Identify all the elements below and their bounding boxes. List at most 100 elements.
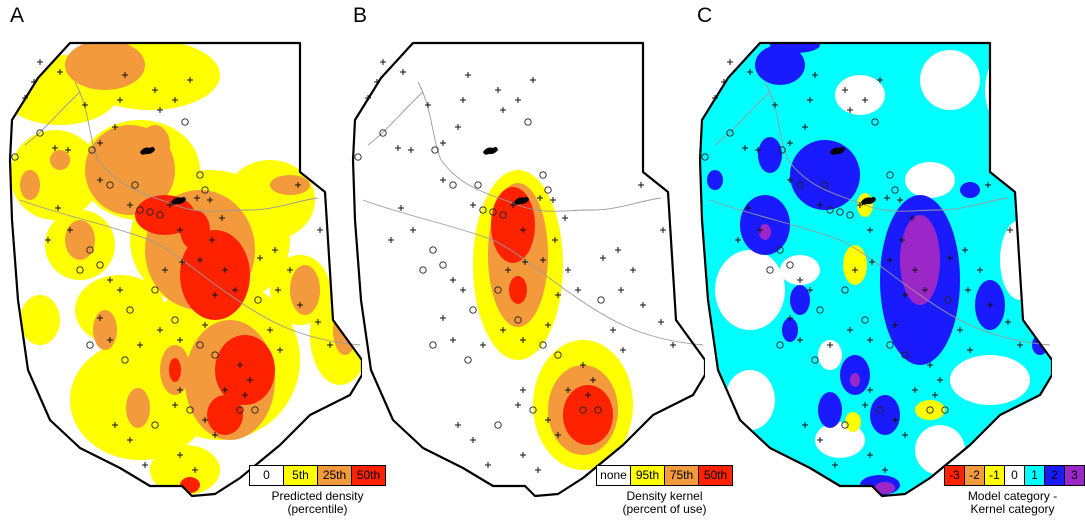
sample-cross-marker — [735, 237, 741, 243]
sample-cross-marker — [807, 97, 813, 103]
sample-cross-marker — [247, 377, 253, 383]
sample-cross-marker — [555, 432, 561, 438]
sample-cross-marker — [177, 337, 183, 343]
sample-cross-marker — [317, 227, 323, 233]
sample-cross-marker — [480, 342, 486, 348]
sample-circle-marker — [464, 356, 472, 364]
sample-cross-marker — [500, 327, 506, 333]
sample-cross-marker — [117, 97, 123, 103]
sample-points — [701, 59, 1023, 473]
legend-c-cell-4: 1 — [1024, 465, 1045, 486]
sample-cross-marker — [1017, 342, 1023, 348]
legend-a-cell-1: 5th — [283, 465, 318, 486]
sample-cross-marker — [202, 322, 208, 328]
sample-cross-marker — [902, 292, 908, 298]
sample-circle-marker — [499, 211, 507, 219]
sample-cross-marker — [410, 227, 416, 233]
sample-cross-marker — [450, 277, 456, 283]
sample-cross-marker — [177, 387, 183, 393]
sample-cross-marker — [985, 182, 991, 188]
sample-circle-marker — [196, 171, 204, 179]
sample-circle-marker — [151, 286, 159, 294]
sample-cross-marker — [137, 342, 143, 348]
sample-circle-marker — [151, 421, 159, 429]
sample-cross-marker — [580, 362, 586, 368]
sample-circle-marker — [941, 406, 949, 414]
sample-cross-marker — [555, 292, 561, 298]
sample-circle-marker — [88, 146, 96, 154]
sample-circle-marker — [811, 356, 819, 364]
sample-cross-marker — [112, 124, 118, 130]
sample-cross-marker — [620, 347, 626, 353]
sample-cross-marker — [97, 315, 103, 321]
sample-cross-marker — [22, 95, 28, 101]
sample-cross-marker — [485, 462, 491, 468]
sample-cross-marker — [867, 387, 873, 393]
sample-cross-marker — [618, 287, 624, 293]
sample-circle-marker — [841, 286, 849, 294]
sample-circle-marker — [431, 146, 439, 154]
sample-cross-marker — [495, 87, 501, 93]
sample-circle-marker — [514, 316, 522, 324]
sample-points — [354, 59, 676, 473]
sample-cross-marker — [540, 257, 546, 263]
sample-cross-marker — [902, 432, 908, 438]
sample-circle-marker — [786, 261, 794, 269]
sample-cross-marker — [400, 69, 406, 75]
sample-cross-marker — [267, 327, 273, 333]
legend-b-cell-0: none — [596, 465, 631, 486]
density-50th-region — [135, 195, 275, 493]
sample-cross-marker — [127, 202, 133, 208]
sample-cross-marker — [31, 79, 37, 85]
panel-c-letter: C — [697, 4, 713, 27]
kernel-50th-region — [491, 187, 613, 445]
sample-circle-marker — [131, 181, 139, 189]
sample-cross-marker — [520, 387, 526, 393]
sample-cross-marker — [802, 124, 808, 130]
lake-icon — [140, 146, 155, 155]
sample-cross-marker — [510, 202, 516, 208]
sample-cross-marker — [797, 337, 803, 343]
sample-cross-marker — [884, 195, 890, 201]
sample-cross-marker — [187, 77, 193, 83]
sample-circle-marker — [861, 316, 869, 324]
legend-c-cell-3: 0 — [1004, 465, 1025, 486]
legend-b-cell-1: 95th — [630, 465, 665, 486]
sample-cross-marker — [857, 202, 863, 208]
sample-cross-marker — [277, 347, 283, 353]
sample-cross-marker — [670, 342, 676, 348]
sample-cross-marker — [122, 72, 128, 78]
sample-cross-marker — [37, 59, 43, 65]
sample-cross-marker — [787, 177, 793, 183]
panel-a-letter: A — [10, 4, 25, 27]
sample-cross-marker — [272, 247, 278, 253]
sample-cross-marker — [897, 197, 903, 203]
sample-cross-marker — [745, 205, 751, 211]
sample-circle-marker — [886, 341, 894, 349]
sample-cross-marker — [242, 392, 248, 398]
sample-circle-marker — [796, 181, 804, 189]
sample-cross-marker — [658, 319, 664, 325]
sample-circle-marker — [254, 296, 262, 304]
sample-cross-marker — [962, 247, 968, 253]
sample-cross-marker — [142, 462, 148, 468]
sample-circle-marker — [891, 186, 899, 194]
panel-a-legend: 0 5th 25th 50th — [249, 465, 386, 486]
sample-cross-marker — [867, 337, 873, 343]
sample-cross-marker — [52, 145, 58, 151]
sample-cross-marker — [899, 237, 905, 243]
sample-cross-marker — [882, 467, 888, 473]
sample-cross-marker — [755, 147, 761, 153]
sample-cross-marker — [450, 337, 456, 343]
sample-cross-marker — [172, 402, 178, 408]
sample-circle-marker — [36, 129, 44, 137]
sample-cross-marker — [522, 259, 528, 265]
sample-circle-marker — [86, 341, 94, 349]
sample-cross-marker — [425, 102, 431, 108]
sample-cross-marker — [297, 302, 303, 308]
sample-circle-marker — [594, 406, 602, 414]
sample-cross-marker — [787, 315, 793, 321]
sample-cross-marker — [585, 392, 591, 398]
sample-cross-marker — [162, 267, 168, 273]
lake-icon — [171, 196, 186, 205]
